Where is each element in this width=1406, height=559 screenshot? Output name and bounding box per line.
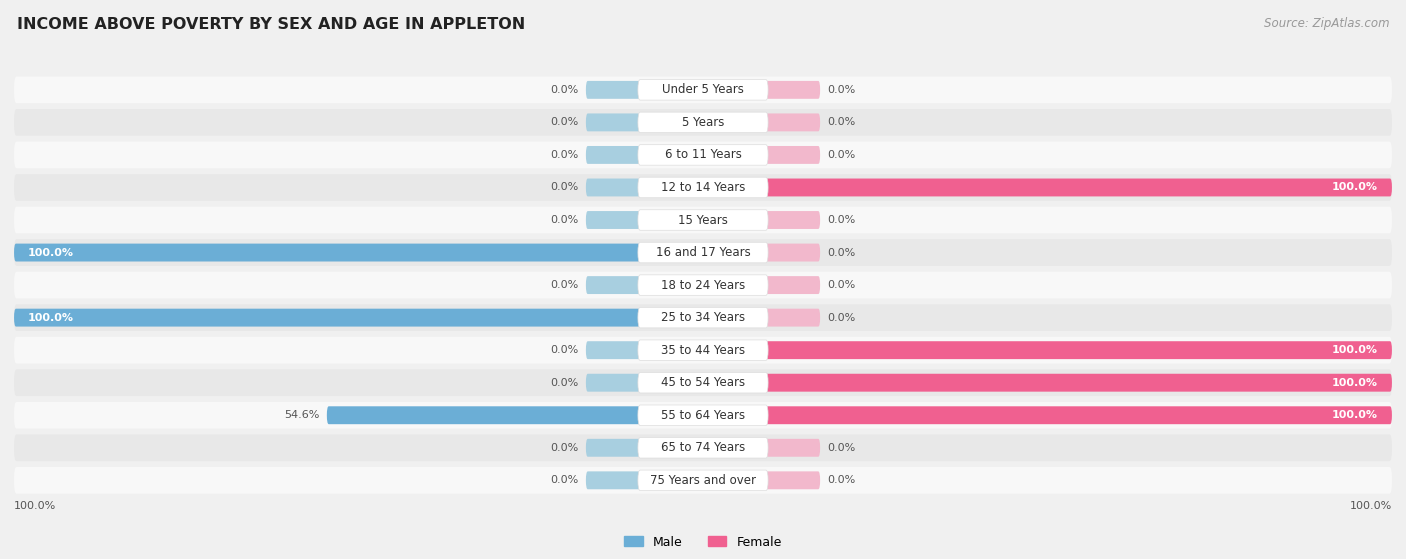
Text: INCOME ABOVE POVERTY BY SEX AND AGE IN APPLETON: INCOME ABOVE POVERTY BY SEX AND AGE IN A… xyxy=(17,17,524,32)
Text: 55 to 64 Years: 55 to 64 Years xyxy=(661,409,745,421)
Text: 15 Years: 15 Years xyxy=(678,214,728,226)
Text: 18 to 24 Years: 18 to 24 Years xyxy=(661,278,745,292)
Text: 0.0%: 0.0% xyxy=(827,85,855,95)
FancyBboxPatch shape xyxy=(638,210,768,230)
FancyBboxPatch shape xyxy=(14,337,1392,363)
FancyBboxPatch shape xyxy=(14,77,1392,103)
FancyBboxPatch shape xyxy=(638,177,768,198)
FancyBboxPatch shape xyxy=(586,374,641,392)
FancyBboxPatch shape xyxy=(765,113,820,131)
FancyBboxPatch shape xyxy=(638,470,768,491)
Text: 100.0%: 100.0% xyxy=(1350,501,1392,511)
FancyBboxPatch shape xyxy=(14,402,1392,429)
Text: 65 to 74 Years: 65 to 74 Years xyxy=(661,441,745,454)
FancyBboxPatch shape xyxy=(326,406,641,424)
FancyBboxPatch shape xyxy=(586,471,641,489)
Text: 16 and 17 Years: 16 and 17 Years xyxy=(655,246,751,259)
Text: 25 to 34 Years: 25 to 34 Years xyxy=(661,311,745,324)
FancyBboxPatch shape xyxy=(586,341,641,359)
Text: 100.0%: 100.0% xyxy=(1331,182,1378,192)
FancyBboxPatch shape xyxy=(638,307,768,328)
FancyBboxPatch shape xyxy=(586,276,641,294)
Text: 6 to 11 Years: 6 to 11 Years xyxy=(665,149,741,162)
Text: 0.0%: 0.0% xyxy=(551,280,579,290)
Text: 100.0%: 100.0% xyxy=(28,248,75,258)
FancyBboxPatch shape xyxy=(765,211,820,229)
Text: 0.0%: 0.0% xyxy=(551,182,579,192)
Text: 0.0%: 0.0% xyxy=(551,215,579,225)
Text: 0.0%: 0.0% xyxy=(551,378,579,388)
FancyBboxPatch shape xyxy=(14,309,641,326)
FancyBboxPatch shape xyxy=(765,244,820,262)
Text: 54.6%: 54.6% xyxy=(284,410,321,420)
Legend: Male, Female: Male, Female xyxy=(619,530,787,553)
Text: 100.0%: 100.0% xyxy=(1331,410,1378,420)
FancyBboxPatch shape xyxy=(638,145,768,165)
Text: 35 to 44 Years: 35 to 44 Years xyxy=(661,344,745,357)
Text: 0.0%: 0.0% xyxy=(827,475,855,485)
FancyBboxPatch shape xyxy=(638,275,768,295)
Text: 0.0%: 0.0% xyxy=(551,85,579,95)
Text: 100.0%: 100.0% xyxy=(28,312,75,323)
FancyBboxPatch shape xyxy=(638,242,768,263)
Text: 0.0%: 0.0% xyxy=(827,312,855,323)
FancyBboxPatch shape xyxy=(638,372,768,393)
Text: 100.0%: 100.0% xyxy=(14,501,56,511)
Text: 0.0%: 0.0% xyxy=(827,215,855,225)
FancyBboxPatch shape xyxy=(765,81,820,99)
FancyBboxPatch shape xyxy=(14,467,1392,494)
FancyBboxPatch shape xyxy=(586,211,641,229)
Text: 0.0%: 0.0% xyxy=(827,117,855,127)
FancyBboxPatch shape xyxy=(765,439,820,457)
FancyBboxPatch shape xyxy=(765,178,1392,196)
FancyBboxPatch shape xyxy=(14,272,1392,299)
FancyBboxPatch shape xyxy=(765,276,820,294)
FancyBboxPatch shape xyxy=(638,438,768,458)
Text: 0.0%: 0.0% xyxy=(551,150,579,160)
Text: 100.0%: 100.0% xyxy=(1331,345,1378,355)
FancyBboxPatch shape xyxy=(765,146,820,164)
FancyBboxPatch shape xyxy=(765,374,1392,392)
Text: 0.0%: 0.0% xyxy=(551,345,579,355)
Text: Under 5 Years: Under 5 Years xyxy=(662,83,744,96)
FancyBboxPatch shape xyxy=(586,81,641,99)
Text: 0.0%: 0.0% xyxy=(827,248,855,258)
Text: 100.0%: 100.0% xyxy=(1331,378,1378,388)
FancyBboxPatch shape xyxy=(765,341,1392,359)
Text: Source: ZipAtlas.com: Source: ZipAtlas.com xyxy=(1264,17,1389,30)
FancyBboxPatch shape xyxy=(14,244,641,262)
FancyBboxPatch shape xyxy=(586,146,641,164)
FancyBboxPatch shape xyxy=(638,79,768,100)
FancyBboxPatch shape xyxy=(586,439,641,457)
FancyBboxPatch shape xyxy=(586,113,641,131)
Text: 0.0%: 0.0% xyxy=(551,117,579,127)
FancyBboxPatch shape xyxy=(638,340,768,361)
FancyBboxPatch shape xyxy=(765,406,1392,424)
FancyBboxPatch shape xyxy=(14,434,1392,461)
FancyBboxPatch shape xyxy=(14,109,1392,136)
FancyBboxPatch shape xyxy=(14,369,1392,396)
Text: 45 to 54 Years: 45 to 54 Years xyxy=(661,376,745,389)
Text: 0.0%: 0.0% xyxy=(827,280,855,290)
Text: 0.0%: 0.0% xyxy=(551,475,579,485)
Text: 0.0%: 0.0% xyxy=(551,443,579,453)
FancyBboxPatch shape xyxy=(765,309,820,326)
Text: 0.0%: 0.0% xyxy=(827,150,855,160)
FancyBboxPatch shape xyxy=(14,141,1392,168)
Text: 5 Years: 5 Years xyxy=(682,116,724,129)
FancyBboxPatch shape xyxy=(638,112,768,132)
FancyBboxPatch shape xyxy=(14,174,1392,201)
FancyBboxPatch shape xyxy=(586,178,641,196)
Text: 75 Years and over: 75 Years and over xyxy=(650,474,756,487)
FancyBboxPatch shape xyxy=(14,207,1392,233)
FancyBboxPatch shape xyxy=(14,304,1392,331)
FancyBboxPatch shape xyxy=(638,405,768,425)
Text: 12 to 14 Years: 12 to 14 Years xyxy=(661,181,745,194)
FancyBboxPatch shape xyxy=(14,239,1392,266)
Text: 0.0%: 0.0% xyxy=(827,443,855,453)
FancyBboxPatch shape xyxy=(765,471,820,489)
